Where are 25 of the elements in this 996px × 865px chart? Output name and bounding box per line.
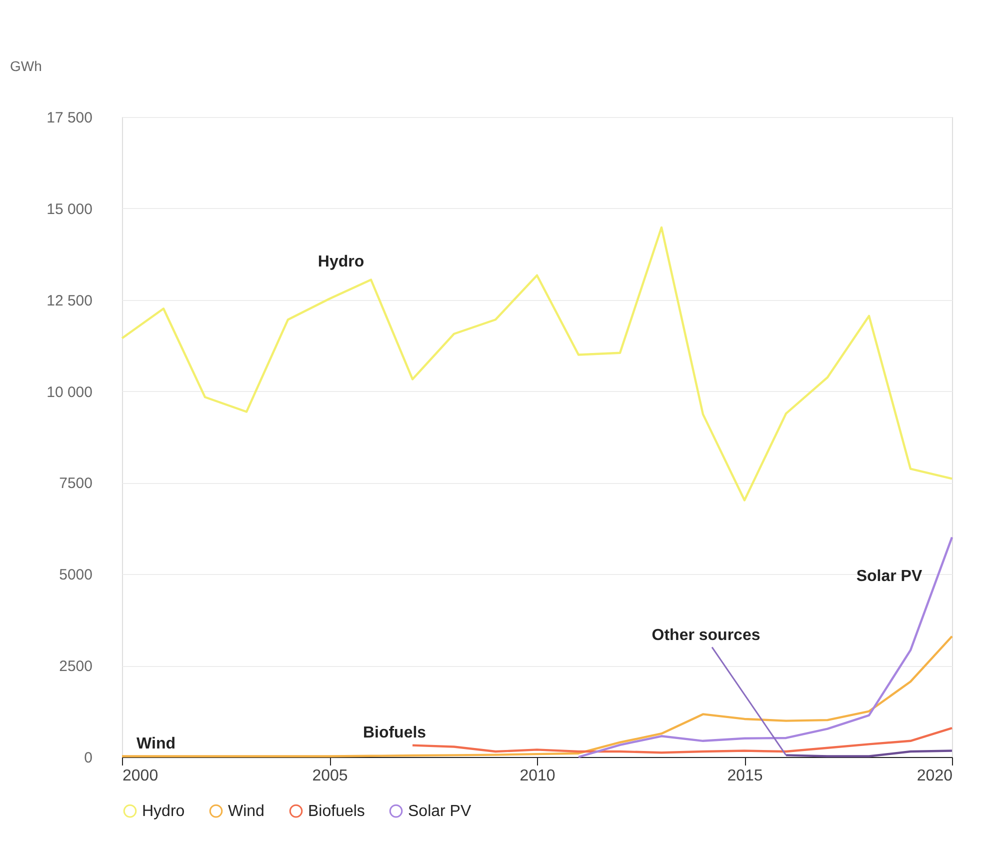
legend-label: Solar PV <box>408 803 472 820</box>
legend-label: Biofuels <box>308 803 365 820</box>
line-series <box>577 536 954 758</box>
annotation: Hydro <box>318 254 364 271</box>
line-series <box>120 226 954 502</box>
y-tick-label: 0 <box>84 750 92 766</box>
x-tick-label: 2010 <box>520 768 556 784</box>
annotation: Biofuels <box>362 724 426 742</box>
annotation: Solar PV <box>856 568 922 585</box>
y-tick-label: 10 000 <box>46 384 92 401</box>
legend-label: Wind <box>228 803 264 820</box>
x-tick-label: 2000 <box>122 768 158 784</box>
x-tick-label: 2005 <box>312 768 348 784</box>
y-tick-label: 12 500 <box>46 292 92 310</box>
x-tick-label: 2015 <box>727 768 763 784</box>
annotation: Wind <box>136 735 176 752</box>
y-tick-label: 7500 <box>59 475 92 492</box>
y-tick-label: 17 500 <box>46 110 92 126</box>
x-tick-label: 2020 <box>916 768 953 784</box>
y-tick-label: 2500 <box>59 658 92 676</box>
legend-label: Hydro <box>142 803 185 820</box>
annotation: Other sources <box>652 627 760 644</box>
y-tick-label: 15 000 <box>46 200 92 218</box>
y-tick-label: 5000 <box>59 566 92 584</box>
y-axis-title: GWh <box>10 58 42 74</box>
